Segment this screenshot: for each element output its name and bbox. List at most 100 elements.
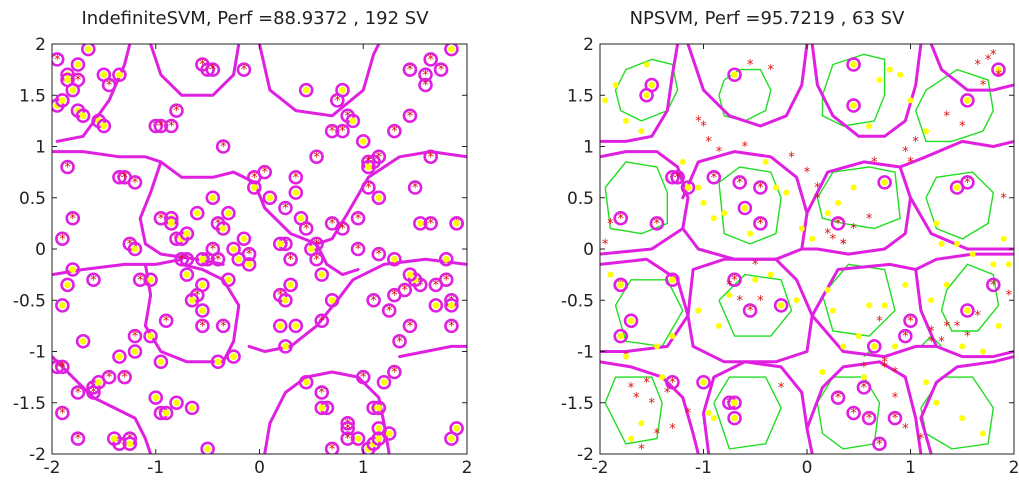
decision-boundary bbox=[258, 44, 381, 118]
chart-svg-npsvm: * *** * * ***** * ******** ****** ********* ** ***… bbox=[561, 35, 1018, 478]
margin-curve bbox=[604, 376, 663, 445]
point-yellow bbox=[416, 219, 424, 227]
point-yellow bbox=[700, 378, 707, 386]
support-vector-ring bbox=[361, 180, 376, 195]
y-tick-label: 0.5 bbox=[19, 189, 46, 209]
support-vector-ring bbox=[164, 216, 179, 231]
point-red: * bbox=[861, 381, 868, 396]
point-yellow bbox=[835, 199, 842, 206]
support-vector-ring bbox=[304, 241, 319, 257]
point-red: * bbox=[669, 376, 676, 391]
point-yellow bbox=[669, 333, 676, 340]
x-tick-label: 1 bbox=[905, 458, 916, 478]
support-vector-ring bbox=[86, 272, 101, 288]
point-red: * bbox=[938, 335, 945, 350]
support-vector-ring bbox=[371, 190, 387, 206]
point-red: * bbox=[313, 150, 320, 165]
point-red: * bbox=[664, 386, 671, 401]
margin-curve bbox=[821, 263, 896, 337]
decision-boundary bbox=[159, 150, 467, 246]
point-red: * bbox=[319, 386, 326, 401]
point-red: * bbox=[215, 253, 222, 268]
chart-panel-npsvm: NPSVM, Perf =95.7219 , 63 SV * * * * * * * * * * *… bbox=[509, 0, 1018, 482]
support-vector-ring bbox=[262, 190, 278, 206]
point-red: * bbox=[158, 120, 165, 135]
support-vector-ring bbox=[387, 251, 402, 267]
point-yellow bbox=[824, 287, 831, 293]
support-vector-ring bbox=[387, 123, 402, 139]
support-vector-ring bbox=[143, 328, 158, 344]
point-yellow bbox=[628, 435, 635, 442]
point-red: * bbox=[355, 243, 362, 258]
point-yellow bbox=[116, 353, 123, 361]
support-vector-ring bbox=[169, 395, 184, 411]
support-vector-ring bbox=[309, 149, 324, 165]
point-red: * bbox=[954, 319, 961, 334]
y-tick-label: -2 bbox=[577, 445, 594, 465]
support-vector-ring bbox=[680, 180, 696, 195]
point-red: * bbox=[427, 150, 434, 165]
support-vector-ring bbox=[127, 328, 143, 344]
point-red: * bbox=[106, 79, 113, 94]
support-vector-ring bbox=[866, 339, 882, 354]
point-yellow bbox=[964, 96, 971, 104]
point-yellow bbox=[131, 245, 139, 253]
point-red: * bbox=[70, 212, 77, 227]
chart-title: NPSVM, Perf =95.7219 , 63 SV bbox=[629, 8, 905, 29]
support-vector-ring bbox=[960, 93, 975, 108]
point-yellow bbox=[406, 271, 414, 279]
support-vector-ring bbox=[355, 134, 371, 149]
point-yellow bbox=[375, 194, 383, 202]
support-vector-ring bbox=[830, 216, 846, 231]
point-yellow bbox=[870, 342, 878, 350]
chart-panel-indefinite-svm: IndefiniteSVM, Perf =88.9372 , 192 SV * *… bbox=[0, 0, 509, 482]
support-vector-ring bbox=[402, 108, 418, 124]
point-yellow bbox=[349, 117, 357, 125]
decision-boundary bbox=[263, 370, 391, 454]
point-yellow bbox=[448, 45, 455, 53]
point-red: * bbox=[391, 366, 398, 381]
support-vector-ring bbox=[350, 241, 366, 257]
support-vector-ring bbox=[639, 87, 654, 103]
support-vector-ring bbox=[91, 374, 106, 390]
point-red: * bbox=[313, 253, 320, 268]
support-vector-ring bbox=[324, 441, 340, 454]
point-yellow bbox=[891, 343, 898, 350]
point-yellow bbox=[669, 276, 676, 284]
point-yellow bbox=[979, 430, 986, 437]
point-yellow bbox=[710, 215, 717, 222]
point-red: * bbox=[116, 437, 123, 452]
margin-curve bbox=[713, 376, 782, 450]
support-vector-ring bbox=[314, 385, 330, 400]
decision-boundary bbox=[702, 360, 814, 454]
support-vector-ring bbox=[413, 216, 428, 231]
support-vector-ring bbox=[117, 369, 132, 385]
support-vector-ring bbox=[449, 421, 464, 436]
y-tick-label: 2 bbox=[583, 35, 594, 55]
point-red: * bbox=[617, 212, 624, 227]
point-yellow bbox=[74, 61, 82, 68]
point-red: * bbox=[121, 171, 128, 186]
margin-curve bbox=[821, 53, 886, 127]
point-red: * bbox=[137, 273, 144, 288]
point-yellow bbox=[819, 369, 826, 375]
support-vector-ring bbox=[143, 272, 158, 288]
point-red: * bbox=[747, 304, 754, 319]
support-vector-ring bbox=[991, 62, 1006, 77]
point-yellow bbox=[448, 435, 455, 443]
point-red: * bbox=[866, 212, 873, 227]
point-red: * bbox=[850, 407, 857, 422]
point-red: * bbox=[334, 94, 341, 109]
support-vector-ring bbox=[55, 298, 70, 313]
point-red: * bbox=[59, 360, 66, 375]
point-yellow bbox=[954, 240, 961, 247]
x-tick-label: 2 bbox=[1009, 458, 1018, 478]
point-yellow bbox=[923, 128, 930, 135]
point-red: * bbox=[391, 125, 398, 140]
support-vector-ring bbox=[350, 210, 366, 226]
x-tick-label: 0 bbox=[802, 458, 813, 478]
point-yellow bbox=[147, 332, 154, 340]
point-yellow bbox=[209, 194, 217, 202]
point-red: * bbox=[685, 407, 692, 422]
support-vector-ring bbox=[127, 241, 143, 257]
